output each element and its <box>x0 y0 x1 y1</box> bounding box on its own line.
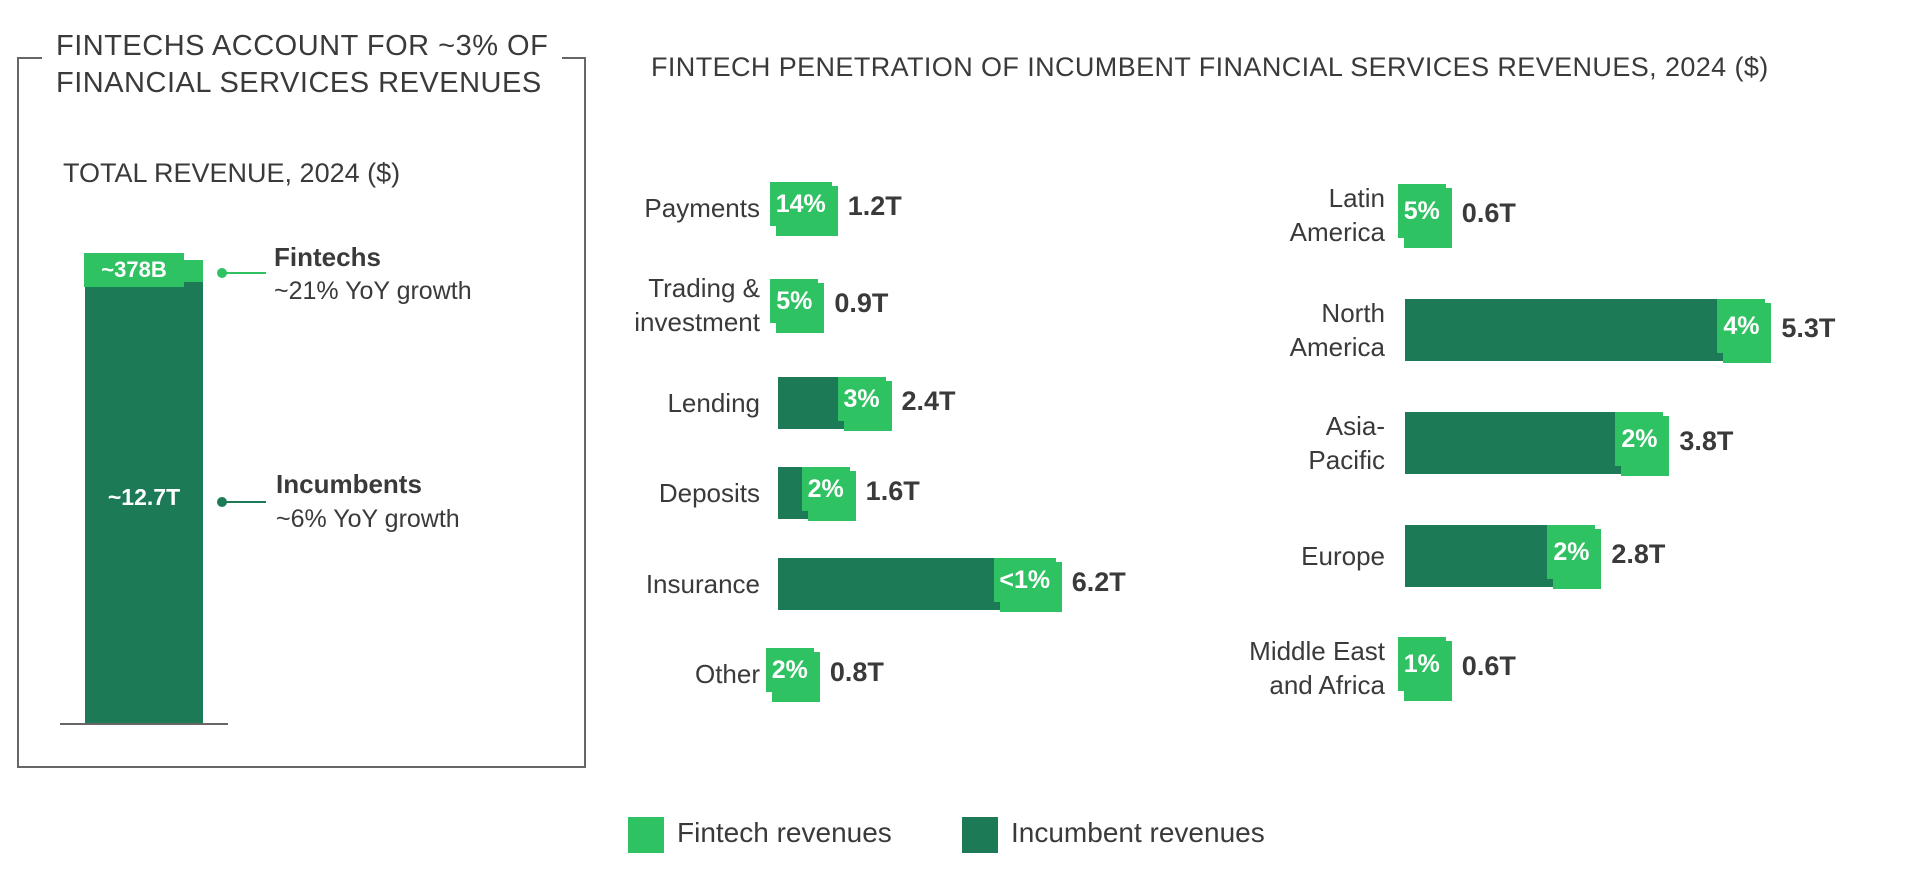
category-label-line2: America <box>1289 217 1385 247</box>
category-label-line1: Lending <box>667 388 760 418</box>
category-label-line2: Pacific <box>1308 445 1385 475</box>
incumbent-bar <box>1405 299 1766 361</box>
bar-value-label: 6.2T <box>1071 567 1126 597</box>
category-label-line1: North <box>1321 298 1385 328</box>
bar-value-label: 0.8T <box>829 657 884 687</box>
fintech-annotation-line <box>222 272 266 274</box>
legend-incumbent-label: Incumbent revenues <box>1011 817 1265 848</box>
bar-value-label: 3.8T <box>1679 426 1734 456</box>
incumbent-total-bar <box>85 282 203 724</box>
fintech-share-label: 2% <box>765 648 814 692</box>
bar-value-label: 2.8T <box>1611 539 1666 569</box>
fintech-share-label: 5% <box>1397 184 1446 238</box>
category-label: Latin America <box>1290 181 1385 249</box>
left-panel-title: FINTECHS ACCOUNT FOR ~3% OF FINANCIAL SE… <box>42 28 563 102</box>
category-label: Asia- Pacific <box>1308 409 1385 477</box>
fintech-annotation-name: Fintechs <box>274 242 381 272</box>
legend-incumbent-swatch <box>962 817 998 853</box>
fintech-annotation-growth: ~21% YoY growth <box>274 277 472 305</box>
category-label: Insurance <box>646 567 760 601</box>
category-label: Trading & investment <box>634 271 760 339</box>
incumbent-annotation-line <box>222 501 266 503</box>
category-label-line1: Asia- <box>1325 411 1385 441</box>
category-label: Europe <box>1301 539 1385 573</box>
incumbent-annotation-growth: ~6% YoY growth <box>276 505 460 533</box>
left-title-line1: FINTECHS ACCOUNT FOR ~3% OF <box>56 30 549 62</box>
category-label: Lending <box>667 386 760 420</box>
legend-fintech-label: Fintech revenues <box>677 817 892 848</box>
legend-fintech-swatch <box>628 817 664 853</box>
category-label-line2: America <box>1289 332 1385 362</box>
category-label-line2: and Africa <box>1269 670 1385 700</box>
bar-value-label: 0.6T <box>1461 651 1516 681</box>
left-title-line2: FINANCIAL SERVICES REVENUES <box>56 67 542 99</box>
category-label-line1: Other <box>694 659 760 689</box>
bar-value-label: 2.4T <box>901 386 956 416</box>
incumbent-annotation-name: Incumbents <box>276 469 422 499</box>
bar-value-label: 1.6T <box>865 476 920 506</box>
category-label: Middle East and Africa <box>1249 634 1385 702</box>
bar-value-label: 5.3T <box>1781 313 1836 343</box>
category-label-line2: investment <box>634 307 760 337</box>
category-label-line1: Europe <box>1301 541 1385 571</box>
category-label: North America <box>1290 296 1385 364</box>
fintech-total-label: ~378B <box>84 253 184 287</box>
fintech-share-label: 14% <box>769 182 832 226</box>
category-label-line1: Deposits <box>658 478 760 508</box>
category-label-line1: Middle East <box>1249 636 1385 666</box>
bar-value-label: 0.9T <box>834 288 889 318</box>
fintech-share-label: 4% <box>1717 299 1766 353</box>
fintech-share-label: 2% <box>801 467 850 511</box>
bar-value-label: 1.2T <box>847 191 902 221</box>
bar-value-label: 0.6T <box>1461 198 1516 228</box>
category-label-line1: Insurance <box>645 569 760 599</box>
category-label-line1: Payments <box>644 193 760 223</box>
fintech-share-label: <1% <box>993 558 1056 602</box>
fintech-share-label: 5% <box>770 279 819 323</box>
fintech-share-label: 2% <box>1547 525 1596 579</box>
fintech-share-label: 3% <box>837 377 886 421</box>
category-label: Payments <box>644 191 760 225</box>
category-label-line1: Trading & <box>648 273 760 303</box>
fintech-share-label: 2% <box>1615 412 1664 466</box>
right-panel-title: FINTECH PENETRATION OF INCUMBENT FINANCI… <box>651 52 1769 82</box>
category-label-line1: Latin <box>1328 183 1385 213</box>
incumbent-total-label: ~12.7T <box>107 484 181 510</box>
total-revenue-subtitle: TOTAL REVENUE, 2024 ($) <box>63 158 401 188</box>
category-label: Other <box>695 657 760 691</box>
category-label: Deposits <box>659 476 760 510</box>
fintech-share-label: 1% <box>1397 637 1446 691</box>
total-bar-baseline <box>60 723 228 725</box>
